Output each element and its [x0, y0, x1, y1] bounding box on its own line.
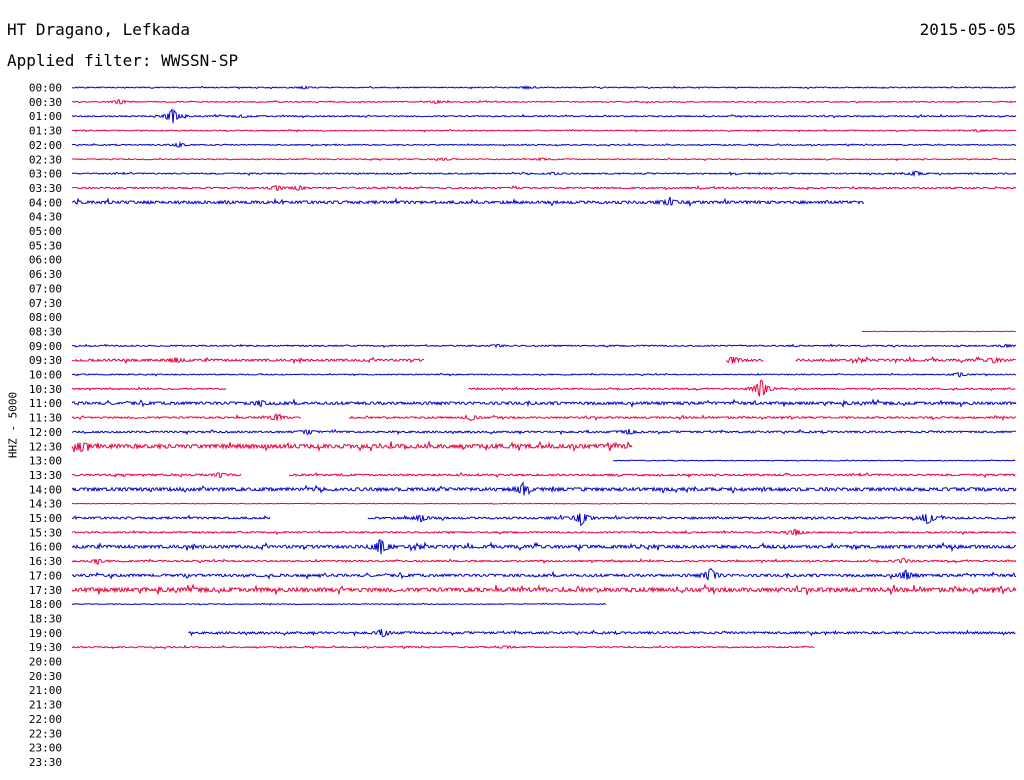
time-label-1330: 13:30 — [29, 469, 62, 482]
trace-0200-0 — [71, 140, 1017, 149]
time-label-0130: 01:30 — [29, 125, 62, 138]
station-title: HT Dragano, Lefkada — [7, 20, 191, 39]
time-label-1100: 11:00 — [29, 397, 62, 410]
time-label-1600: 16:00 — [29, 541, 62, 554]
time-label-0930: 09:30 — [29, 354, 62, 367]
time-label-1230: 12:30 — [29, 440, 62, 453]
time-label-2130: 21:30 — [29, 699, 62, 712]
trace-0030-0 — [71, 98, 1017, 105]
time-label-2100: 21:00 — [29, 684, 62, 697]
time-label-1200: 12:00 — [29, 426, 62, 439]
trace-0330-0 — [71, 184, 1017, 192]
time-label-1400: 14:00 — [29, 483, 62, 496]
time-label-1300: 13:00 — [29, 455, 62, 468]
trace-1700-0 — [71, 568, 1017, 581]
time-label-0630: 06:30 — [29, 268, 62, 281]
trace-1630-0 — [71, 557, 1017, 566]
time-label-0300: 03:00 — [29, 168, 62, 181]
record-date: 2015-05-05 — [919, 20, 1016, 39]
time-label-1930: 19:30 — [29, 641, 62, 654]
trace-1130-0 — [71, 413, 302, 421]
trace-0100-0 — [71, 108, 1017, 124]
trace-0900-0 — [71, 343, 1017, 349]
time-label-2330: 23:30 — [29, 756, 62, 769]
time-label-2200: 22:00 — [29, 713, 62, 726]
trace-1500-0 — [71, 514, 271, 521]
trace-1930-0 — [71, 644, 815, 650]
trace-1800-0 — [71, 602, 607, 606]
time-label-0900: 09:00 — [29, 340, 62, 353]
trace-1430-0 — [71, 502, 1017, 505]
time-label-2300: 23:00 — [29, 742, 62, 755]
trace-0230-0 — [71, 157, 1017, 162]
time-label-0200: 02:00 — [29, 139, 62, 152]
time-label-0430: 04:30 — [29, 211, 62, 224]
trace-1300-0 — [613, 459, 1016, 462]
trace-1030-1 — [468, 379, 1016, 397]
time-label-0800: 08:00 — [29, 311, 62, 324]
trace-1500-1 — [367, 513, 1016, 527]
time-label-2030: 20:30 — [29, 670, 62, 683]
time-label-0000: 00:00 — [29, 82, 62, 95]
trace-1330-0 — [71, 472, 242, 479]
time-label-1030: 10:30 — [29, 383, 62, 396]
time-label-0700: 07:00 — [29, 282, 62, 295]
trace-1130-1 — [348, 414, 1017, 422]
time-label-1900: 19:00 — [29, 627, 62, 640]
time-label-2230: 22:30 — [29, 727, 62, 740]
time-label-0600: 06:00 — [29, 254, 62, 267]
trace-1400-0 — [71, 480, 1017, 496]
filter-label: Applied filter: WWSSN-SP — [7, 51, 239, 70]
time-label-2000: 20:00 — [29, 656, 62, 669]
time-label-0030: 00:30 — [29, 96, 62, 109]
time-label-1000: 10:00 — [29, 369, 62, 382]
trace-0830-0 — [861, 330, 1016, 333]
trace-1330-1 — [288, 471, 1016, 479]
trace-0400-0 — [71, 196, 865, 208]
trace-1230-0 — [71, 440, 633, 453]
trace-1000-0 — [71, 372, 1017, 378]
trace-1600-0 — [71, 538, 1017, 555]
time-label-1730: 17:30 — [29, 584, 62, 597]
time-label-1830: 18:30 — [29, 612, 62, 625]
time-label-0830: 08:30 — [29, 325, 62, 338]
time-label-0330: 03:30 — [29, 182, 62, 195]
time-label-0230: 02:30 — [29, 153, 62, 166]
time-label-1800: 18:00 — [29, 598, 62, 611]
trace-1100-0 — [71, 397, 1017, 409]
trace-1730-0 — [71, 583, 1017, 596]
time-label-0100: 01:00 — [29, 110, 62, 123]
trace-0930-2 — [795, 355, 1016, 365]
trace-1200-0 — [71, 428, 1017, 436]
trace-0000-0 — [71, 85, 1017, 90]
time-label-1500: 15:00 — [29, 512, 62, 525]
trace-0300-0 — [71, 170, 1017, 178]
time-label-0500: 05:00 — [29, 225, 62, 238]
time-label-1700: 17:00 — [29, 569, 62, 582]
trace-1900-0 — [188, 629, 1016, 638]
trace-0930-0 — [71, 356, 425, 365]
time-label-1430: 14:30 — [29, 498, 62, 511]
time-label-1530: 15:30 — [29, 526, 62, 539]
trace-1530-0 — [71, 528, 1017, 536]
time-label-1630: 16:30 — [29, 555, 62, 568]
time-label-0530: 05:30 — [29, 239, 62, 252]
trace-0130-0 — [71, 128, 1017, 133]
time-label-0400: 04:00 — [29, 196, 62, 209]
trace-1030-0 — [71, 386, 227, 392]
trace-0930-1 — [726, 356, 764, 364]
time-label-1130: 11:30 — [29, 412, 62, 425]
time-label-0730: 07:30 — [29, 297, 62, 310]
